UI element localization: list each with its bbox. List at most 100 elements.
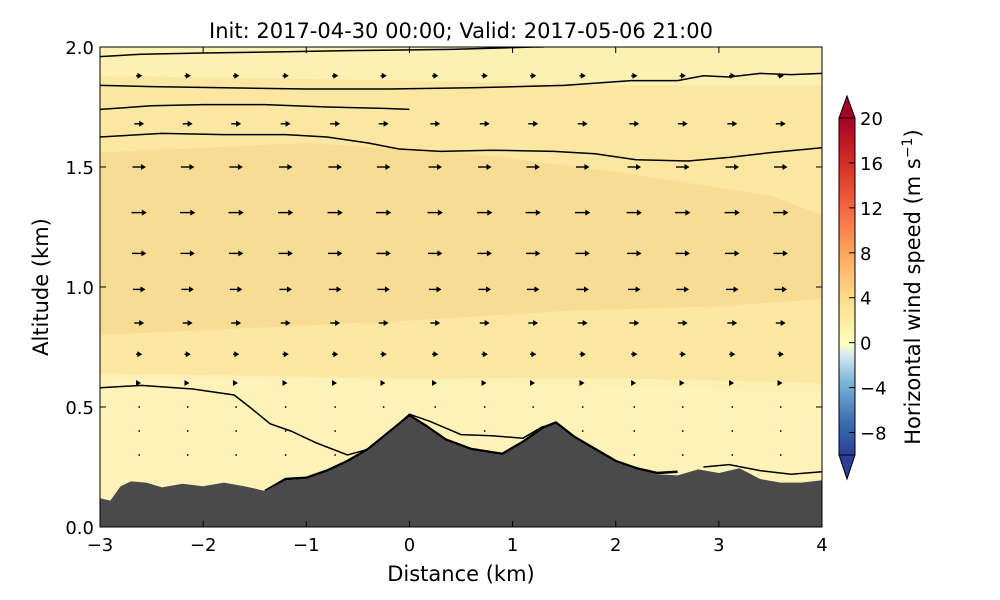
wind-vector xyxy=(280,320,291,326)
wind-vector xyxy=(380,72,387,79)
contour-upper-3 xyxy=(100,103,410,111)
wind-vector xyxy=(235,454,238,456)
wind-vector xyxy=(328,164,342,170)
wind-vector xyxy=(182,120,193,127)
wind-vector xyxy=(228,209,244,216)
wind-vector xyxy=(727,120,738,127)
colorbar-label: Horizontal wind speed (m s−1) xyxy=(900,129,925,444)
wind-vector xyxy=(528,120,539,127)
wind-vector xyxy=(132,164,146,170)
wind-vector xyxy=(675,209,691,216)
wind-vector xyxy=(279,286,292,293)
wind-vector xyxy=(779,406,782,408)
wind-vector xyxy=(631,351,638,358)
wind-vector xyxy=(332,72,339,79)
wind-vector xyxy=(627,250,642,257)
wind-vector xyxy=(131,250,147,257)
x-tick-label: −2 xyxy=(190,535,217,556)
wind-vector xyxy=(134,320,145,326)
x-tick-label: 2 xyxy=(610,535,621,556)
y-tick-label: 1.5 xyxy=(65,158,94,179)
wind-vector xyxy=(676,164,690,170)
wind-vector xyxy=(377,286,390,293)
wind-vector xyxy=(779,430,782,432)
wind-vector xyxy=(575,209,591,216)
wind-vector xyxy=(180,164,195,170)
colorbar-tick-label: 0 xyxy=(860,334,871,355)
wind-vector xyxy=(182,320,193,326)
wind-vector xyxy=(376,164,391,170)
wind-vector xyxy=(231,120,242,127)
wind-vector xyxy=(229,286,243,293)
wind-vector xyxy=(282,380,288,386)
wind-vector xyxy=(184,72,191,79)
x-axis-ticks: −3 −2 −1 0 1 2 3 4 xyxy=(87,47,828,556)
wind-vector xyxy=(481,351,488,358)
wind-vector xyxy=(528,320,539,326)
wind-vector xyxy=(235,406,238,408)
contour-top-right-arc xyxy=(631,72,822,82)
wind-vector xyxy=(284,430,287,432)
wind-vector xyxy=(526,250,541,257)
wind-vector xyxy=(629,320,640,326)
wind-vector xyxy=(633,406,636,408)
wind-vector xyxy=(779,454,782,456)
wind-vector xyxy=(138,430,141,432)
wind-vector xyxy=(579,72,586,79)
chart-title: Init: 2017-04-30 00:00; Valid: 2017-05-0… xyxy=(209,19,713,43)
wind-vector xyxy=(777,351,784,358)
wind-vector xyxy=(380,380,386,386)
y-axis-ticks: 0.0 0.5 1.0 1.5 2.0 xyxy=(65,38,822,539)
wind-vector xyxy=(479,320,490,326)
wind-vector xyxy=(725,164,740,170)
wind-vector xyxy=(774,286,788,293)
colorbar: 20 16 12 8 4 0 −4 −8 Horizontal wind speed (m s… xyxy=(838,94,925,481)
wind-vector xyxy=(575,164,590,170)
wind-vector xyxy=(731,406,734,408)
wind-vector xyxy=(430,120,441,127)
wind-vector xyxy=(724,209,740,216)
colorbar-tick-label: 20 xyxy=(860,109,883,130)
wind-vector xyxy=(138,406,141,408)
wind-vector xyxy=(631,72,638,79)
wind-vector xyxy=(135,380,141,386)
wind-vector xyxy=(681,454,684,456)
wind-vector xyxy=(327,209,343,216)
wind-vector xyxy=(675,250,690,257)
wind-vector xyxy=(181,286,194,293)
wind-vector xyxy=(729,380,735,386)
wind-vector xyxy=(232,72,240,79)
wind-vector xyxy=(131,209,147,216)
y-tick-label: 1.0 xyxy=(65,278,94,299)
wind-vector xyxy=(186,406,189,408)
wind-vector xyxy=(378,320,389,326)
wind-vector xyxy=(483,430,486,432)
wind-vector xyxy=(284,454,287,456)
wind-vector xyxy=(432,380,438,386)
wind-vector xyxy=(773,164,788,170)
wind-vector xyxy=(775,120,786,127)
wind-vector xyxy=(530,72,537,79)
wind-vector xyxy=(477,164,492,170)
y-tick-label: 2.0 xyxy=(65,38,94,59)
wind-vector xyxy=(378,120,389,127)
wind-vector xyxy=(235,430,238,432)
wind-vector xyxy=(775,320,786,326)
wind-vector xyxy=(526,286,540,293)
wind-vector xyxy=(334,430,337,432)
wind-vector xyxy=(577,120,588,127)
wind-vector xyxy=(332,351,339,358)
wind-vector xyxy=(375,209,392,216)
wind-vector xyxy=(725,286,739,293)
wind-vector xyxy=(184,351,191,358)
wind-vector xyxy=(280,120,291,127)
wind-vector xyxy=(327,250,343,257)
x-tick-label: 0 xyxy=(404,535,415,556)
y-axis-label: Altitude (km) xyxy=(29,218,53,356)
wind-vector xyxy=(380,351,387,358)
wind-vector xyxy=(530,351,537,358)
wind-vector xyxy=(138,454,141,456)
wind-vector xyxy=(382,406,385,408)
wind-vector xyxy=(777,380,783,386)
